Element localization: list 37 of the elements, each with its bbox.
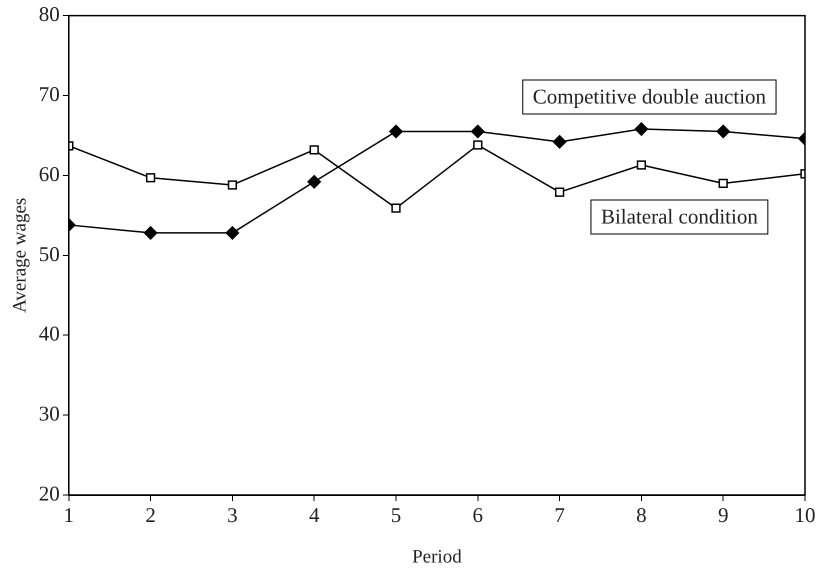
x-axis-title: Period: [412, 546, 462, 568]
y-axis-title: Average wages: [9, 198, 30, 313]
series-label: Bilateral condition: [600, 204, 758, 229]
y-tick-label: 50: [38, 242, 60, 266]
point: [718, 178, 728, 188]
y-tick-label: 70: [38, 82, 60, 106]
x-tick-label: 6: [472, 503, 484, 528]
point: [636, 160, 646, 170]
y-tick-label: 30: [38, 402, 60, 426]
point: [471, 124, 485, 138]
point: [391, 204, 401, 213]
x-tick-label: 2: [145, 503, 156, 528]
point: [716, 124, 730, 138]
x-tick-label: 9: [718, 503, 728, 528]
point: [634, 122, 648, 136]
y-tick-label: 20: [38, 482, 60, 506]
y-tick-label: 40: [38, 322, 60, 346]
point: [144, 226, 158, 240]
x-tick-label: 10: [794, 503, 816, 528]
x-tick-label: 1: [64, 503, 74, 528]
point: [146, 173, 156, 182]
point: [226, 226, 240, 240]
series-label: Competitive double auction: [532, 84, 767, 109]
point: [554, 188, 564, 197]
x-tick-label: 4: [308, 503, 320, 528]
y-tick-label: 60: [38, 162, 60, 186]
point: [389, 124, 403, 138]
point: [307, 175, 321, 189]
x-tick-label: 8: [636, 503, 647, 528]
x-tick-label: 5: [390, 503, 402, 528]
point: [228, 180, 238, 190]
point: [473, 140, 482, 150]
point: [310, 145, 319, 154]
x-tick-label: 3: [227, 503, 238, 528]
x-tick-label: 7: [554, 503, 565, 528]
y-tick-label: 80: [38, 2, 60, 26]
point: [552, 135, 566, 149]
